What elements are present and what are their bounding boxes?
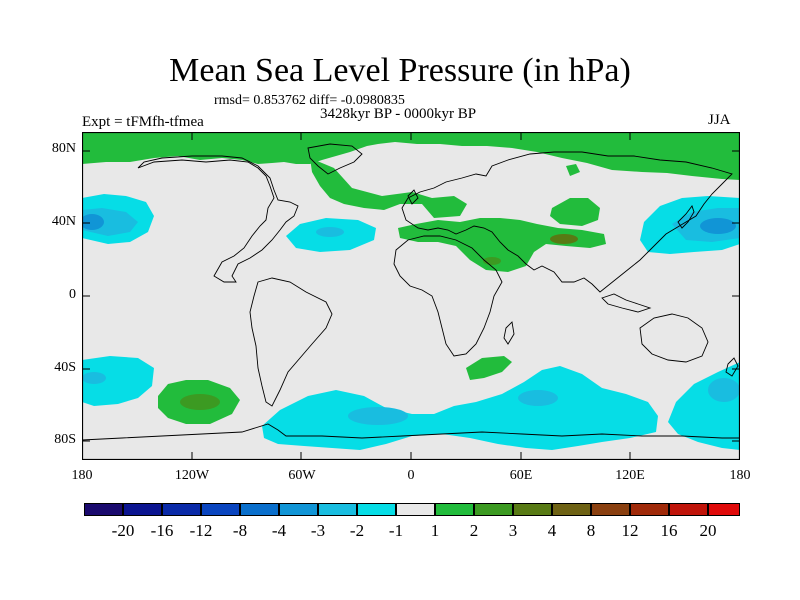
southern-ocean-negative-region: [262, 366, 658, 450]
colorbar-swatch-3: [162, 503, 201, 516]
lon-label-120e: 120E: [615, 468, 645, 483]
colorbar-swatch-7: [318, 503, 357, 516]
madagascar-coast: [503, 321, 515, 345]
colorbar-label: -8: [232, 521, 248, 540]
uk-coast: [407, 189, 419, 205]
lon-label-60w: 60W: [288, 468, 316, 483]
greenland-coast: [307, 143, 363, 175]
pressure-anomaly-map: [82, 132, 740, 460]
colorbar-swatch-6: [279, 503, 318, 516]
south-america-coast: [249, 277, 333, 407]
japan-coast: [677, 205, 695, 229]
atlantic-negative-core: [316, 227, 344, 237]
colorbar-label: 20: [699, 521, 717, 540]
colorbar-swatch-4: [201, 503, 240, 516]
lon-label-120w: 120W: [174, 468, 210, 483]
australia-coast: [639, 313, 709, 363]
lat-label-40s: 40S: [54, 360, 76, 375]
colorbar-swatch-13: [552, 503, 591, 516]
north-america-coast: [137, 155, 299, 283]
colorbar-label: -4: [271, 521, 287, 540]
colorbar-swatch-9: [396, 503, 435, 516]
nw-pacific-deep-core: [82, 214, 104, 230]
north-atlantic-positive-region: [310, 158, 467, 218]
europe-asia-coast: [401, 151, 733, 293]
map-ticks: [82, 132, 740, 460]
experiment-label: Expt = tFMfh-tfmea: [82, 114, 204, 130]
south-pacific-west-negative-region: [82, 356, 154, 406]
colorbar-swatch-5: [240, 503, 279, 516]
chart-title: Mean Sea Level Pressure (in hPa): [169, 52, 631, 89]
central-asia-positive-region: [550, 198, 600, 226]
colorbar-swatch-2: [123, 503, 162, 516]
colorbar-swatch-16: [669, 503, 708, 516]
colorbar-label: -1: [388, 521, 404, 540]
colorbar-label: 16: [660, 521, 678, 540]
period-subtitle: 3428kyr BP - 0000kyr BP: [320, 106, 477, 122]
indian-ocean-positive-region: [466, 356, 512, 380]
lon-label-180w: 180: [71, 468, 93, 483]
lon-label-180e: 180: [729, 468, 751, 483]
colorbar-label: -2: [349, 521, 365, 540]
new-zealand-coast: [725, 357, 739, 377]
colorbar-swatch-8: [357, 503, 396, 516]
small-positive-patch: [566, 164, 580, 176]
colorbar-label: 12: [621, 521, 639, 540]
colorbar-swatch-10: [435, 503, 474, 516]
colorbar-label: 4: [547, 521, 557, 540]
colorbar-label: -12: [189, 521, 213, 540]
stats-subtitle: rmsd= 0.853762 diff= -0.0980835: [214, 93, 405, 108]
lat-label-40n: 40N: [51, 214, 76, 229]
south-pacific-positive-core: [180, 394, 220, 410]
lat-label-80n: 80N: [51, 141, 76, 156]
south-atlantic-negative-core: [348, 407, 408, 425]
colorbar-swatch-12: [513, 503, 552, 516]
africa-coast: [393, 235, 503, 357]
colorbar-swatch-14: [591, 503, 630, 516]
colorbar-label: 2: [469, 521, 479, 540]
lat-label-80s: 80S: [54, 432, 76, 447]
colorbar-label: -16: [150, 521, 174, 540]
colorbar-swatch-11: [474, 503, 513, 516]
colorbar-label: 3: [508, 521, 518, 540]
colorbar-swatch-17: [708, 503, 740, 516]
coastlines: [82, 143, 740, 441]
antarctica-coast: [82, 423, 740, 441]
ne-pacific-deep-core: [700, 218, 736, 234]
south-indian-mid-core: [518, 390, 558, 406]
south-pacific-west-core: [82, 372, 106, 384]
colorbar-label: 1: [430, 521, 440, 540]
lon-label-0: 0: [407, 468, 415, 483]
lon-label-60e: 60E: [509, 468, 533, 483]
colorbar-label: -20: [111, 521, 135, 540]
south-indian-east-core: [708, 378, 740, 402]
season-label: JJA: [708, 112, 731, 128]
indonesia-coast: [601, 293, 652, 313]
colorbar-label: 8: [586, 521, 596, 540]
colorbar-swatch-15: [630, 503, 669, 516]
colorbar-swatch-1: [84, 503, 123, 516]
colorbar-label: -3: [310, 521, 326, 540]
arctic-positive-region: [82, 132, 740, 180]
lat-label-0: 0: [69, 287, 76, 302]
mideast-positive-core: [550, 234, 578, 244]
